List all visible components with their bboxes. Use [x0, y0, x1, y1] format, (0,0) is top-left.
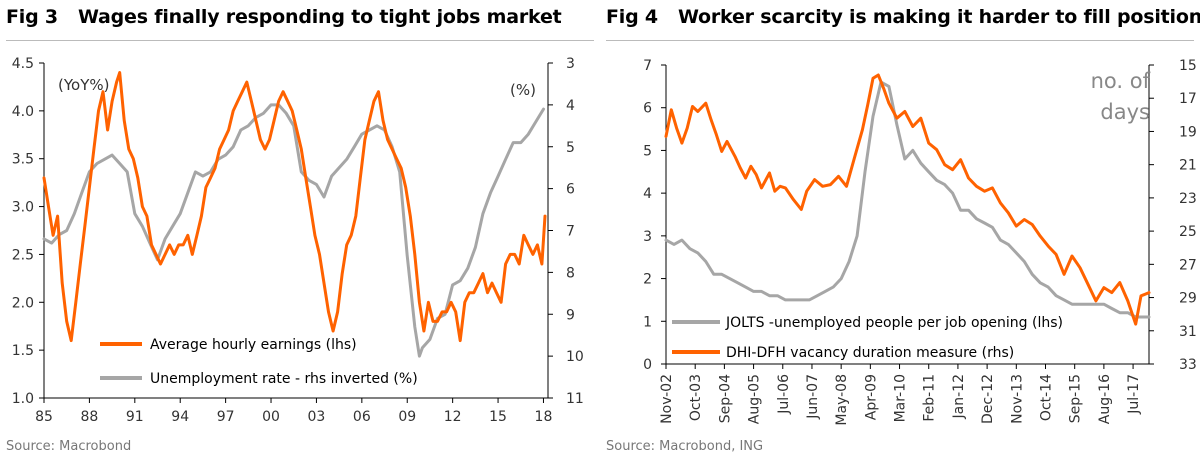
x-tick-label: 03	[308, 409, 326, 425]
fig4-title-text: Worker scarcity is making it harder to f…	[677, 6, 1200, 28]
x-tick-label: Jul-06	[776, 374, 792, 415]
x-tick-label: 15	[489, 409, 507, 425]
fig4-title-rule	[606, 40, 1194, 41]
right-axis-unit: (%)	[510, 81, 536, 99]
series-line-average-hourly-earnings	[42, 71, 547, 343]
x-tick-label: Sep-15	[1068, 374, 1084, 423]
legend-label: Unemployment rate - rhs inverted (%)	[150, 371, 418, 387]
x-tick-label: 09	[398, 409, 416, 425]
y-tick-label-left: 4.0	[12, 104, 34, 120]
y-tick-label-right: 8	[566, 265, 575, 281]
series-line-unemployment-rate	[42, 103, 545, 358]
y-tick-label-right: 6	[566, 182, 575, 198]
fig3-title: Fig 3 Wages finally responding to tight j…	[6, 6, 562, 28]
y-tick-label-right: 27	[1179, 257, 1197, 273]
left-axis-unit: (YoY%)	[58, 76, 109, 94]
x-tick-label: 91	[126, 409, 144, 425]
fig3-title-rule	[6, 40, 594, 41]
y-tick-label-left: 4.5	[12, 56, 34, 72]
fig4-number: Fig 4	[606, 6, 658, 28]
fig3-title-text: Wages finally responding to tight jobs m…	[77, 6, 562, 28]
series-line-jolts	[664, 80, 1151, 319]
y-tick-label-right: 23	[1179, 191, 1197, 207]
y-tick-label-right: 10	[566, 349, 584, 365]
y-tick-label-right: 29	[1179, 291, 1197, 307]
y-tick-label-left: 5	[643, 143, 652, 159]
y-tick-label-left: 0	[643, 357, 652, 373]
x-tick-label: Jun-07	[805, 374, 821, 420]
y-tick-label-right: 11	[566, 391, 584, 407]
x-tick-label: Oct-14	[1039, 374, 1055, 421]
y-tick-label-right: 33	[1179, 357, 1197, 373]
y-tick-label-right: 9	[566, 307, 575, 323]
y-tick-label-left: 6	[643, 101, 652, 117]
x-tick-label: Jan-12	[951, 374, 967, 419]
x-tick-label: Oct-03	[688, 374, 704, 421]
x-tick-label: 00	[262, 409, 280, 425]
y-tick-label-left: 1.0	[12, 391, 34, 407]
x-tick-label: Jul-17	[1126, 374, 1142, 415]
y-tick-label-left: 2.5	[12, 247, 34, 263]
y-tick-label-left: 1.5	[12, 343, 34, 359]
fig3-panel: Fig 3 Wages finally responding to tight j…	[6, 6, 594, 454]
legend-label: Average hourly earnings (lhs)	[150, 337, 357, 353]
y-tick-label-left: 4	[643, 186, 652, 202]
x-tick-label: May-08	[834, 374, 850, 426]
y-tick-label-right: 4	[566, 98, 575, 114]
x-tick-label: Sep-04	[717, 374, 733, 423]
x-tick-label: 88	[80, 409, 98, 425]
fig4-title: Fig 4 Worker scarcity is making it harder…	[606, 6, 1200, 28]
y-tick-label-left: 2.0	[12, 295, 34, 311]
right-axis-unit-line2: days	[1100, 100, 1150, 124]
y-tick-label-right: 21	[1179, 158, 1197, 174]
y-tick-label-right: 3	[566, 56, 575, 72]
x-tick-label: Aug-16	[1097, 374, 1113, 424]
x-tick-label: 94	[171, 409, 189, 425]
x-tick-label: Dec-12	[980, 374, 996, 424]
legend-label: JOLTS -unemployed people per job opening…	[725, 315, 1063, 331]
x-tick-label: Apr-09	[863, 374, 879, 420]
x-tick-label: 18	[535, 409, 553, 425]
x-tick-label: Feb-11	[922, 374, 938, 422]
y-tick-label-right: 7	[566, 224, 575, 240]
x-tick-label: Mar-10	[893, 374, 909, 422]
y-tick-label-right: 15	[1179, 58, 1197, 74]
y-tick-label-left: 1	[643, 314, 652, 330]
fig4-panel: Fig 4 Worker scarcity is making it harder…	[600, 0, 1200, 462]
fig3-source: Source: Macrobond	[6, 439, 132, 454]
y-tick-label-right: 25	[1179, 224, 1197, 240]
x-tick-label: Nov-02	[659, 374, 675, 424]
x-tick-label: Aug-05	[747, 374, 763, 424]
y-tick-label-left: 3	[643, 229, 652, 245]
fig3-chart: 4.5 4.0 3.5 3.0 2.5 2.0 1.5 1.0 3 4 5 6 7 8 9 10 11 85 88 9…	[12, 56, 584, 425]
y-tick-label-left: 2	[643, 272, 652, 288]
y-tick-label-right: 17	[1179, 91, 1197, 107]
right-axis-unit-line1: no. of	[1091, 69, 1151, 93]
y-tick-label-left: 3.0	[12, 200, 34, 216]
y-tick-label-left: 3.5	[12, 152, 34, 168]
x-tick-label: 85	[35, 409, 53, 425]
y-tick-label-left: 7	[643, 58, 652, 74]
x-tick-label: 97	[217, 409, 235, 425]
x-tick-label: 06	[353, 409, 371, 425]
x-tick-label: 12	[444, 409, 462, 425]
series-line-vacancy-duration	[664, 73, 1151, 326]
fig4-source: Source: Macrobond, ING	[606, 439, 764, 454]
fig3-number: Fig 3	[6, 6, 58, 28]
y-tick-label-right: 5	[566, 140, 575, 156]
y-tick-label-right: 31	[1179, 324, 1197, 340]
legend-label: DHI-DFH vacancy duration measure (rhs)	[726, 345, 1014, 361]
x-tick-label: Nov-13	[1009, 374, 1025, 424]
y-tick-label-right: 19	[1179, 124, 1197, 140]
